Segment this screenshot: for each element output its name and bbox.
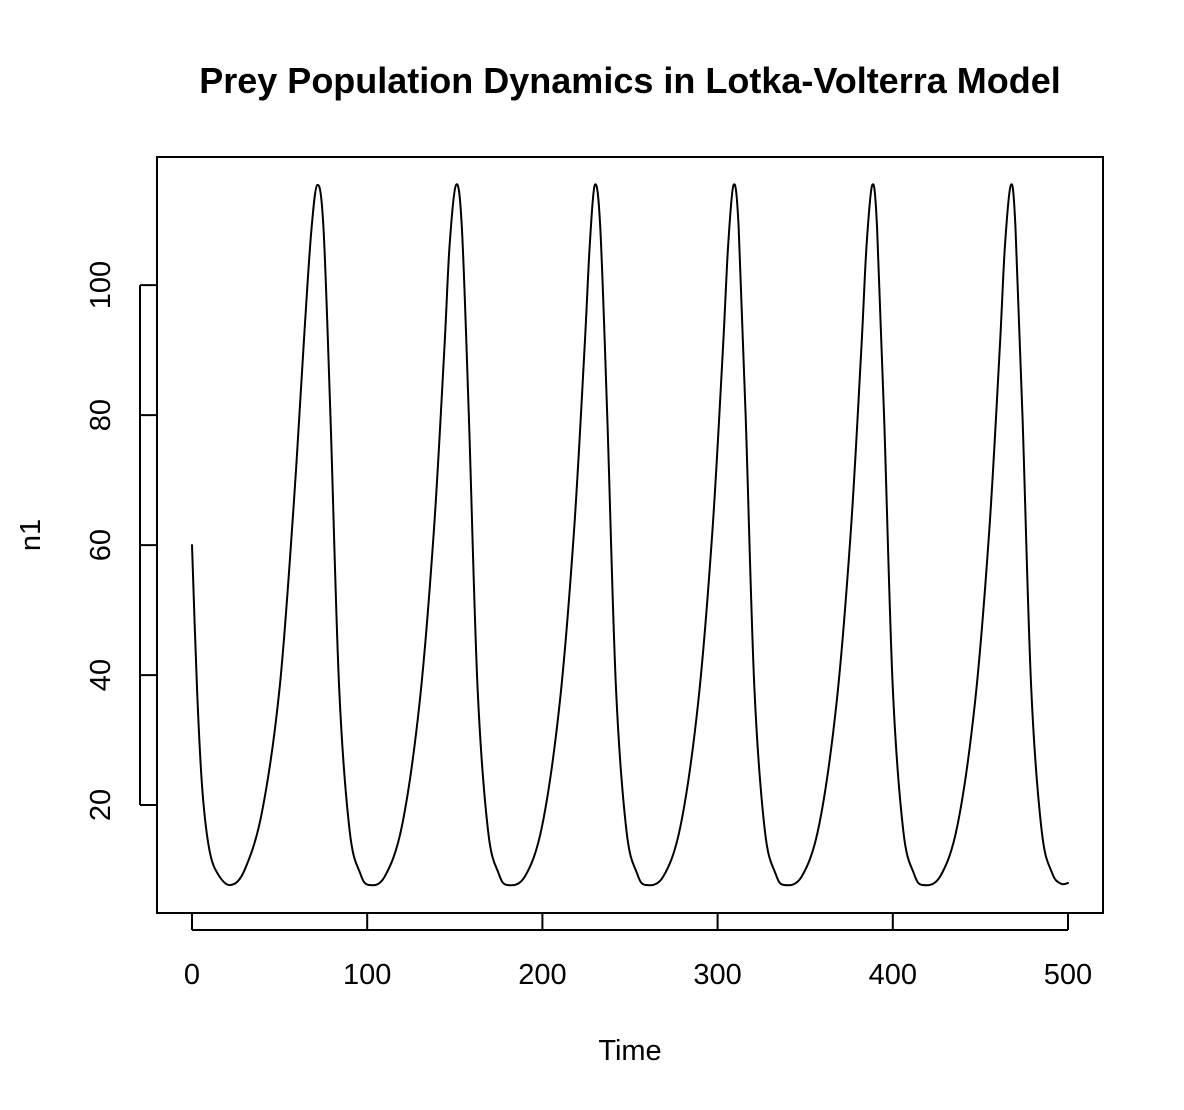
- x-axis: 0 100 200 300 400 500: [184, 913, 1092, 991]
- y-tick-label: 80: [85, 399, 117, 431]
- x-tick-label: 300: [693, 959, 741, 991]
- y-axis-label: n1: [15, 519, 47, 551]
- x-tick-label: 400: [869, 959, 917, 991]
- x-tick-label: 0: [184, 959, 200, 991]
- prey-population-line: [191, 183, 1069, 887]
- y-tick-label: 60: [85, 529, 117, 561]
- y-tick-label: 40: [85, 659, 117, 691]
- y-tick-label: 100: [85, 261, 117, 309]
- plot-frame: [156, 156, 1104, 914]
- y-axis: 20 40 60 80 100: [85, 261, 157, 821]
- x-tick-label: 500: [1044, 959, 1092, 991]
- x-tick-label: 200: [518, 959, 566, 991]
- x-tick-label: 100: [343, 959, 391, 991]
- y-tick-label: 20: [85, 789, 117, 821]
- x-axis-label: Time: [598, 1035, 661, 1067]
- chart-title: Prey Population Dynamics in Lotka-Volter…: [199, 60, 1061, 101]
